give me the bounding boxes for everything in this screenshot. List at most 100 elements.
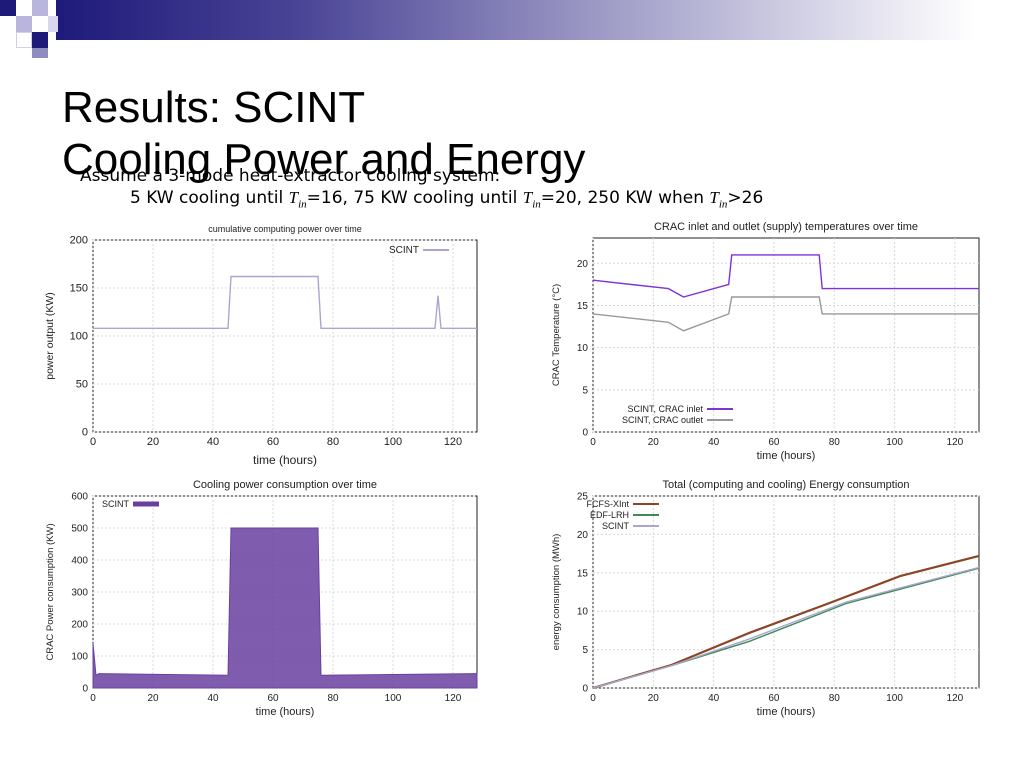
plot-frame [592,495,980,689]
header-gradient-bar [56,0,1024,40]
header-square-decoration [16,16,32,32]
legend-label: SCINT [602,521,630,531]
y-tick-label: 5 [582,385,588,396]
var-in-sub: in [718,198,728,211]
chart-title: Cooling power consumption over time [193,479,377,491]
header-square-decoration [32,48,48,58]
series-area-scint [92,527,478,689]
series-line-scint [592,566,980,689]
y-tick-label: 400 [71,556,88,567]
y-tick-label: 0 [82,684,88,695]
y-axis-label: CRAC Power consumption (KW) [45,523,56,660]
chart-title: CRAC inlet and outlet (supply) temperatu… [654,221,918,233]
y-tick-label: 600 [71,492,88,503]
x-tick-label: 40 [207,436,219,448]
legend-label: SCINT [102,499,130,509]
legend-label: SCINT [389,245,419,256]
y-tick-label: 10 [577,343,589,354]
x-tick-label: 80 [327,436,339,448]
cooling-power-chart: Cooling power consumption over time 0 100 2… [45,479,478,718]
x-tick-label: 80 [829,437,841,448]
y-tick-label: 0 [582,684,588,695]
y-tick-label: 15 [577,301,589,312]
y-tick-label: 20 [577,259,589,270]
header-square-decoration [32,32,48,48]
x-tick-label: 0 [590,437,596,448]
y-tick-label: 25 [577,492,589,503]
x-tick-label: 100 [385,693,402,704]
x-tick-label: 60 [768,693,780,704]
crac-temperature-chart: CRAC inlet and outlet (supply) temperatu… [551,221,980,462]
x-tick-label: 120 [947,693,964,704]
x-tick-label: 120 [445,693,462,704]
x-tick-label: 100 [384,436,402,448]
chart-title: Total (computing and cooling) Energy con… [662,479,909,491]
x-tick-label: 40 [708,693,720,704]
slide-title-line-1: Results: SCINT [62,83,366,132]
x-tick-label: 0 [590,693,596,704]
var-in-sub: in [298,198,307,211]
bullet-text-a: 5 KW cooling until [130,188,289,208]
x-tick-label: 20 [147,693,159,704]
x-tick-label: 100 [886,437,903,448]
series-line-scint-crac-inlet [592,254,979,298]
y-axis-label: CRAC Temperature (°C) [551,284,562,386]
slide-title: Results: SCINT Cooling Power and Energy [62,82,585,186]
slide-title-line-2: Cooling Power and Energy [62,135,586,184]
x-tick-label: 60 [267,436,279,448]
x-axis-label: time (hours) [757,706,816,718]
plot-frame [592,237,980,433]
var-t: T [709,188,719,207]
x-tick-label: 20 [147,436,159,448]
series-line-scint [93,275,477,330]
y-tick-label: 150 [70,283,88,295]
x-tick-label: 80 [327,693,339,704]
x-tick-label: 100 [886,693,903,704]
header-square-decoration [48,16,58,32]
y-tick-label: 200 [71,620,88,631]
x-tick-label: 0 [90,436,96,448]
y-tick-label: 500 [71,524,88,535]
energy-consumption-chart: Total (computing and cooling) Energy con… [551,479,980,718]
chart-title: cumulative computing power over time [208,224,362,234]
x-tick-label: 40 [708,437,720,448]
header-square-decoration [32,0,48,16]
y-tick-label: 300 [71,588,88,599]
header-square-decoration [16,32,32,48]
y-tick-label: 200 [70,235,88,247]
legend-label: SCINT, CRAC inlet [627,404,703,414]
x-tick-label: 20 [648,693,660,704]
y-tick-label: 100 [71,652,88,663]
y-tick-label: 100 [70,331,88,343]
legend-label: FCFS-XInt [586,499,629,509]
y-tick-label: 20 [577,530,589,541]
x-tick-label: 120 [444,436,462,448]
y-tick-label: 10 [577,607,589,618]
bullet-text-d: >26 [727,188,764,208]
bullet-line-1: Assume a 3-mode heat-extractor cooling s… [80,166,501,186]
legend-label: SCINT, CRAC outlet [622,415,704,425]
x-tick-label: 60 [267,693,279,704]
x-axis-label: time (hours) [757,450,816,462]
x-tick-label: 40 [207,693,219,704]
var-t: T [288,188,299,207]
bullet-line-2: 5 KW cooling until Tin=16, 75 KW cooling… [130,188,763,210]
y-axis-label: energy consumption (MWh) [551,534,562,651]
y-tick-label: 15 [577,568,589,579]
x-tick-label: 20 [648,437,660,448]
x-axis-label: time (hours) [256,706,315,718]
y-tick-label: 0 [82,427,88,439]
x-tick-label: 0 [90,693,96,704]
y-axis-label: power output (KW) [44,292,56,380]
y-tick-label: 50 [76,379,88,391]
y-tick-label: 0 [582,428,588,439]
bullet-text-b: =16, 75 KW cooling until [306,188,523,208]
var-in-sub: in [532,198,541,211]
x-tick-label: 60 [768,437,780,448]
x-tick-label: 80 [829,693,841,704]
computing-power-chart: cumulative computing power over time 0 50 1… [44,224,478,467]
var-t: T [522,188,533,207]
series-line-scint-crac-outlet [592,296,979,332]
legend-label: EDF-LRH [590,510,629,520]
y-tick-label: 5 [582,645,588,656]
